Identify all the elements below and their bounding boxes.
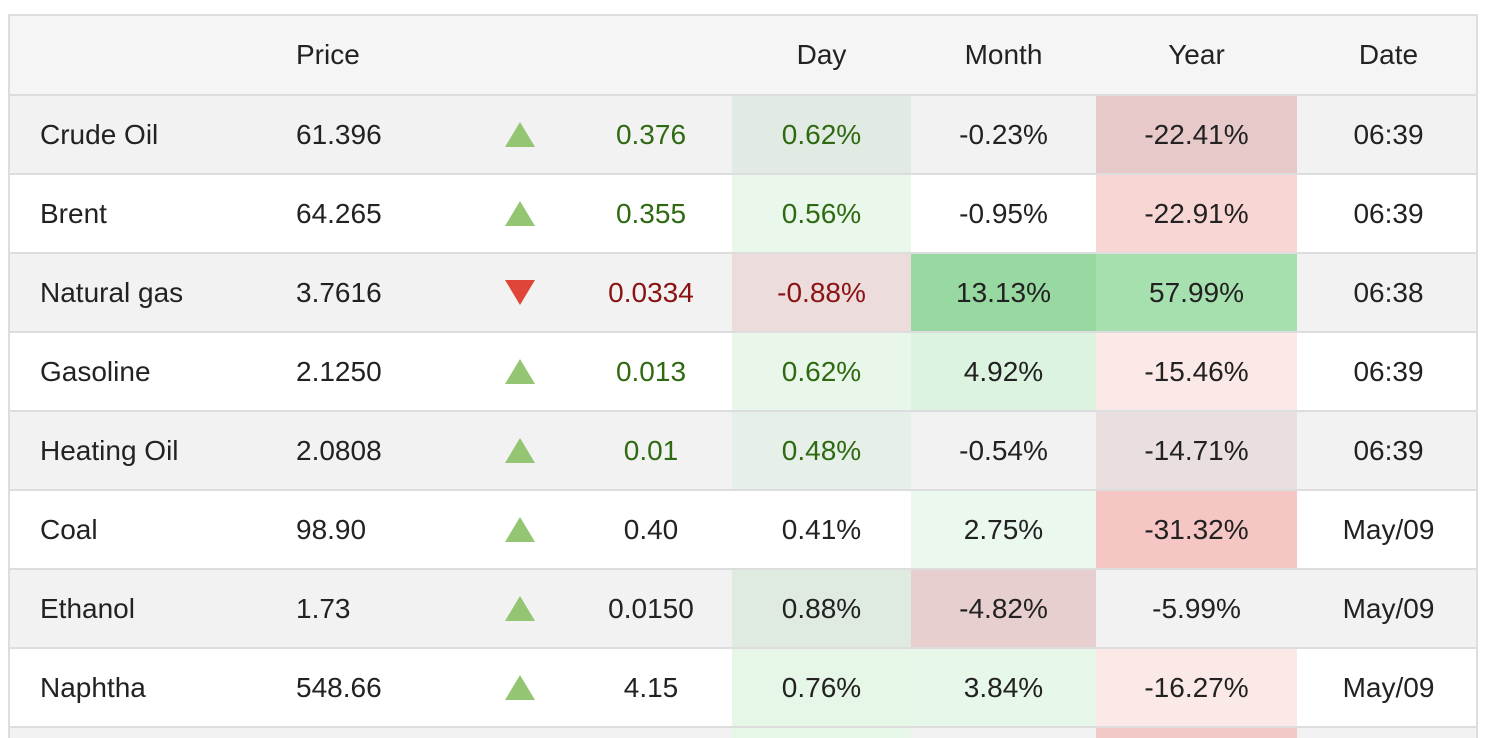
day-percent: -0.88% — [732, 254, 911, 331]
table-row-partial — [10, 728, 1476, 738]
date-value: 06:39 — [1353, 118, 1424, 150]
header-price[interactable]: Price — [296, 39, 360, 70]
triangle-up-icon — [505, 359, 535, 384]
commodity-name-link[interactable]: Naphtha — [40, 671, 146, 703]
commodity-name-link[interactable]: Gasoline — [40, 355, 151, 387]
change-direction-cell — [470, 254, 570, 331]
header-date[interactable]: Date — [1358, 39, 1419, 70]
header-year[interactable]: Year — [1168, 39, 1225, 70]
commodities-table: Price Day Month Year Date Crude Oil 61.39… — [8, 14, 1478, 738]
change-direction-cell — [470, 570, 570, 647]
change-direction-cell — [470, 333, 570, 410]
year-percent: -16.27% — [1096, 649, 1297, 726]
price-value: 3.7616 — [296, 276, 382, 308]
commodity-name-link[interactable]: Natural gas — [40, 276, 184, 308]
month-percent: 13.13% — [911, 254, 1096, 331]
month-percent: -4.82% — [911, 570, 1096, 647]
month-percent: 2.75% — [911, 491, 1096, 568]
commodity-name-link[interactable]: Crude Oil — [40, 118, 159, 150]
month-percent: -0.54% — [959, 434, 1048, 466]
partial-day-cell — [732, 728, 911, 738]
day-percent: 0.48% — [732, 412, 911, 489]
year-percent: -22.91% — [1096, 175, 1297, 252]
commodity-name-link[interactable]: Ethanol — [40, 592, 135, 624]
day-percent: 0.62% — [732, 333, 911, 410]
header-day[interactable]: Day — [796, 39, 847, 70]
triangle-up-icon — [505, 438, 535, 463]
table-row: Crude Oil 61.396 0.376 0.62% -0.23% -22.41% 06… — [10, 96, 1476, 175]
year-percent: -15.46% — [1096, 333, 1297, 410]
table-row: Heating Oil 2.0808 0.01 0.48% -0.54% -14.71% 0… — [10, 412, 1476, 491]
change-direction-cell — [470, 175, 570, 252]
month-percent: 3.84% — [911, 649, 1096, 726]
price-value: 2.0808 — [296, 434, 382, 466]
date-value: 06:39 — [1353, 434, 1424, 466]
header-change[interactable] — [570, 16, 732, 94]
header-month[interactable]: Month — [964, 39, 1043, 70]
change-direction-cell — [470, 491, 570, 568]
table-row: Ethanol 1.73 0.0150 0.88% -4.82% -5.99% May/09 — [10, 570, 1476, 649]
day-percent: 0.76% — [732, 649, 911, 726]
commodity-name-link[interactable]: Brent — [40, 197, 107, 229]
month-percent: -0.23% — [959, 118, 1048, 150]
change-direction-cell — [470, 412, 570, 489]
year-percent: -5.99% — [1152, 592, 1241, 624]
month-percent: -0.95% — [959, 197, 1048, 229]
table-row: Gasoline 2.1250 0.013 0.62% 4.92% -15.46% 06:3… — [10, 333, 1476, 412]
price-value: 61.396 — [296, 118, 382, 150]
date-value: 06:39 — [1353, 197, 1424, 229]
price-value: 1.73 — [296, 592, 351, 624]
triangle-up-icon — [505, 122, 535, 147]
triangle-up-icon — [505, 201, 535, 226]
month-percent: 4.92% — [911, 333, 1096, 410]
table-row: Natural gas 3.7616 0.0334 -0.88% 13.13% 57.99… — [10, 254, 1476, 333]
table-row: Naphtha 548.66 4.15 0.76% 3.84% -16.27% May/09 — [10, 649, 1476, 728]
change-direction-cell — [470, 649, 570, 726]
day-percent: 0.88% — [732, 570, 911, 647]
date-value: 06:39 — [1353, 355, 1424, 387]
date-value: May/09 — [1342, 592, 1435, 624]
price-value: 548.66 — [296, 671, 382, 703]
date-value: May/09 — [1342, 513, 1435, 545]
change-value: 0.40 — [623, 513, 679, 545]
year-percent: -22.41% — [1096, 96, 1297, 173]
price-value: 64.265 — [296, 197, 382, 229]
triangle-down-icon — [505, 280, 535, 305]
year-percent: -14.71% — [1096, 412, 1297, 489]
table-header-row: Price Day Month Year Date — [10, 16, 1476, 96]
triangle-up-icon — [505, 596, 535, 621]
change-value: 0.355 — [615, 197, 687, 229]
price-value: 2.1250 — [296, 355, 382, 387]
change-value: 0.376 — [615, 118, 687, 150]
date-value: 06:38 — [1353, 276, 1424, 308]
partial-year-cell — [1096, 728, 1297, 738]
triangle-up-icon — [505, 675, 535, 700]
commodity-name-link[interactable]: Heating Oil — [40, 434, 179, 466]
price-value: 98.90 — [296, 513, 367, 545]
header-arrow — [470, 16, 570, 94]
day-percent: 0.41% — [781, 513, 862, 545]
day-percent: 0.62% — [732, 96, 911, 173]
day-percent: 0.56% — [732, 175, 911, 252]
table-row: Coal 98.90 0.40 0.41% 2.75% -31.32% May/09 — [10, 491, 1476, 570]
triangle-up-icon — [505, 517, 535, 542]
change-direction-cell — [470, 96, 570, 173]
header-name[interactable] — [10, 16, 270, 94]
change-value: 4.15 — [623, 671, 679, 703]
change-value: 0.01 — [623, 434, 679, 466]
table-row: Brent 64.265 0.355 0.56% -0.95% -22.91% 06:39 — [10, 175, 1476, 254]
year-percent: 57.99% — [1096, 254, 1297, 331]
change-value: 0.0150 — [608, 592, 694, 624]
date-value: May/09 — [1342, 671, 1435, 703]
year-percent: -31.32% — [1096, 491, 1297, 568]
change-value: 0.0334 — [608, 276, 694, 308]
commodity-name-link[interactable]: Coal — [40, 513, 98, 545]
change-value: 0.013 — [615, 355, 687, 387]
